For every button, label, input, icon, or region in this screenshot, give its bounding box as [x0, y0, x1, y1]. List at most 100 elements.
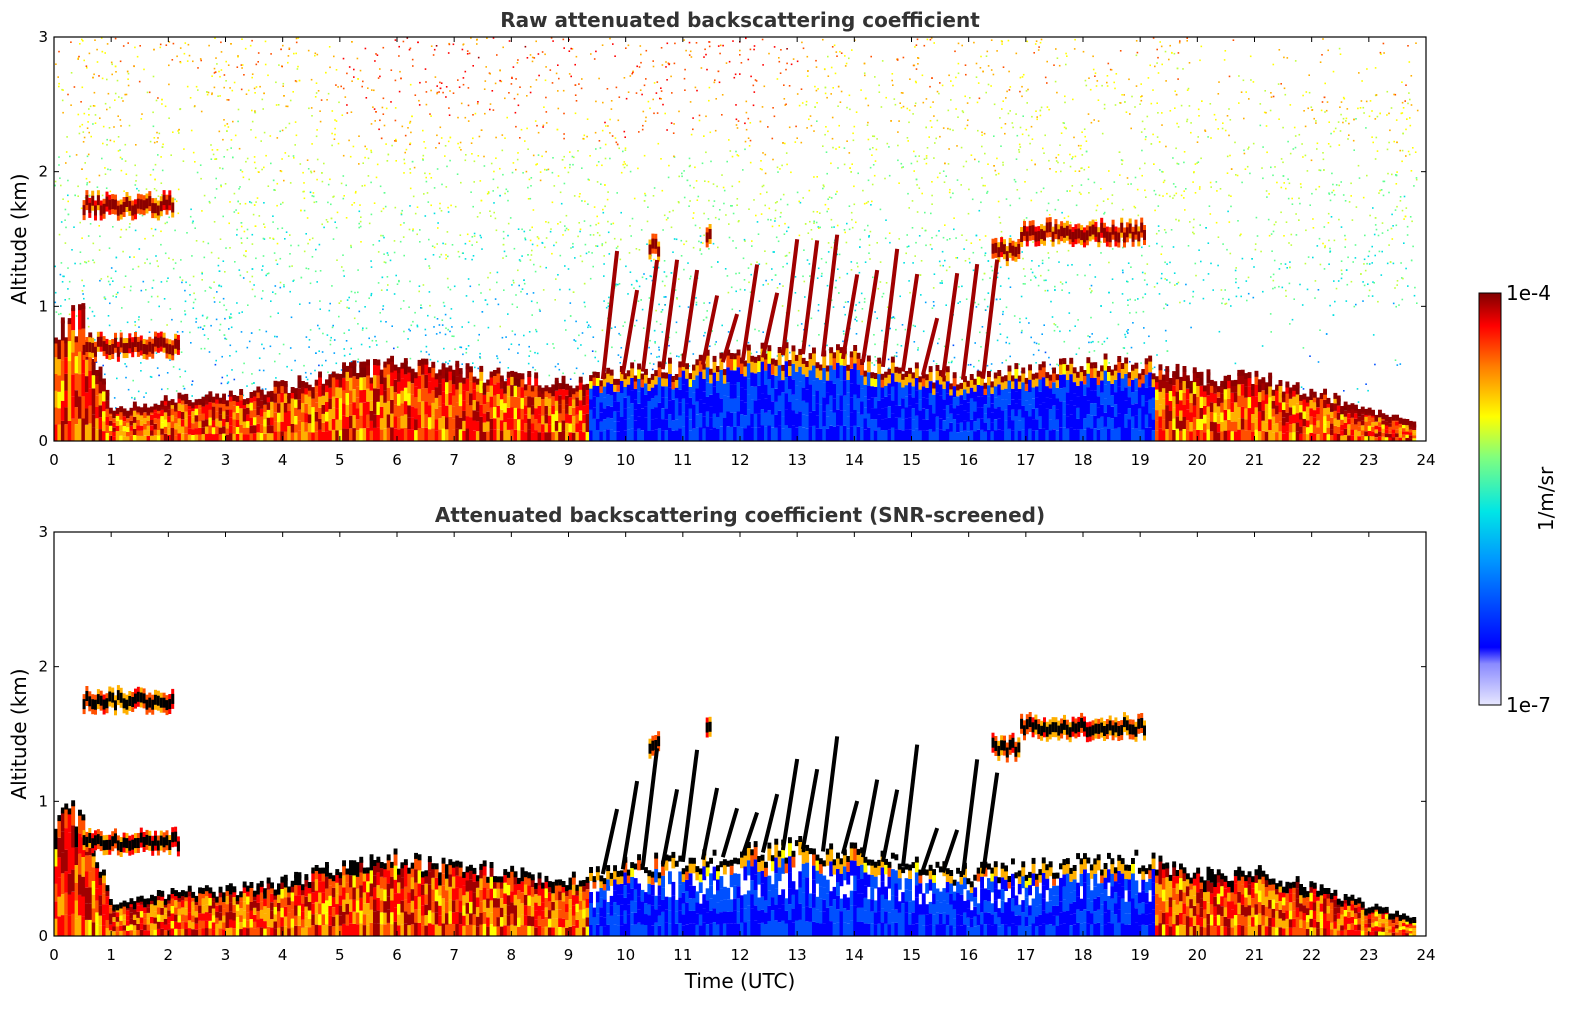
- noise-speckle: [537, 237, 540, 240]
- noise-speckle: [1157, 205, 1160, 207]
- noise-speckle: [238, 269, 241, 271]
- noise-speckle: [240, 222, 243, 224]
- noise-speckle: [223, 304, 225, 307]
- noise-speckle: [803, 280, 806, 283]
- bl-cell: [256, 415, 261, 424]
- noise-speckle: [317, 324, 319, 327]
- noise-speckle: [471, 236, 474, 238]
- noise-speckle: [782, 266, 784, 268]
- noise-speckle: [1278, 268, 1281, 270]
- noise-speckle: [1030, 199, 1033, 202]
- noise-speckle: [1183, 300, 1186, 302]
- noise-speckle: [1348, 122, 1350, 125]
- noise-speckle: [539, 171, 542, 173]
- noise-speckle: [708, 302, 711, 304]
- noise-speckle: [184, 310, 186, 312]
- noise-speckle: [264, 388, 267, 390]
- noise-speckle: [565, 214, 568, 217]
- noise-speckle: [261, 388, 264, 390]
- noise-speckle: [489, 272, 492, 274]
- bl-cell: [126, 427, 130, 432]
- noise-speckle: [465, 351, 468, 354]
- bl-cell: [81, 396, 86, 419]
- noise-speckle: [483, 88, 486, 90]
- noise-speckle: [801, 340, 804, 343]
- noise-speckle: [897, 131, 899, 133]
- noise-speckle: [371, 89, 373, 91]
- noise-speckle: [267, 185, 270, 187]
- noise-speckle: [837, 268, 839, 270]
- noise-speckle: [815, 221, 818, 224]
- noise-speckle: [732, 40, 734, 42]
- noise-speckle: [398, 280, 400, 283]
- noise-speckle: [1134, 299, 1136, 301]
- noise-speckle: [443, 347, 445, 350]
- noise-speckle: [213, 296, 215, 299]
- noise-speckle: [1081, 131, 1083, 133]
- noise-speckle: [1327, 212, 1330, 215]
- noise-speckle: [851, 218, 853, 221]
- noise-speckle: [952, 129, 954, 132]
- noise-speckle: [300, 209, 302, 212]
- noise-speckle: [747, 58, 750, 61]
- noise-speckle: [418, 290, 420, 293]
- noise-speckle: [446, 165, 448, 168]
- noise-speckle: [155, 99, 158, 102]
- noise-speckle: [511, 330, 514, 332]
- noise-speckle: [1040, 106, 1043, 109]
- noise-speckle: [1136, 188, 1139, 191]
- noise-speckle: [942, 127, 945, 129]
- noise-speckle: [370, 123, 373, 125]
- noise-speckle: [423, 141, 425, 143]
- noise-speckle: [1025, 128, 1028, 131]
- noise-speckle: [941, 84, 944, 87]
- noise-speckle: [873, 135, 876, 138]
- noise-speckle: [936, 119, 939, 122]
- noise-speckle: [342, 57, 345, 60]
- noise-speckle: [1396, 280, 1399, 282]
- noise-speckle: [1031, 115, 1033, 118]
- noise-speckle: [1272, 174, 1274, 177]
- bl-cell: [136, 414, 141, 420]
- bl-cell: [194, 421, 199, 429]
- noise-speckle: [481, 248, 483, 250]
- noise-speckle: [124, 275, 127, 277]
- bl-top-edge: [252, 390, 257, 397]
- noise-speckle: [1118, 151, 1121, 153]
- noise-speckle: [508, 92, 510, 94]
- noise-speckle: [152, 234, 154, 237]
- noise-speckle: [1314, 297, 1316, 299]
- noise-speckle: [1403, 242, 1405, 244]
- noise-speckle: [735, 124, 738, 126]
- noise-speckle: [964, 127, 967, 130]
- noise-speckle: [111, 63, 113, 66]
- noise-speckle: [774, 217, 777, 220]
- noise-speckle: [980, 346, 982, 348]
- noise-speckle: [351, 80, 353, 82]
- bl-cell: [208, 394, 213, 403]
- noise-speckle: [616, 143, 619, 146]
- noise-speckle: [582, 372, 584, 375]
- noise-speckle: [980, 201, 982, 204]
- noise-speckle: [425, 180, 428, 183]
- noise-speckle: [332, 238, 335, 240]
- noise-speckle: [1136, 51, 1139, 54]
- noise-speckle: [745, 100, 748, 103]
- noise-speckle: [737, 120, 740, 122]
- noise-speckle: [308, 302, 311, 304]
- noise-speckle: [832, 306, 835, 308]
- noise-speckle: [220, 51, 223, 53]
- noise-speckle: [453, 335, 455, 338]
- noise-speckle: [1039, 114, 1042, 117]
- noise-speckle: [190, 342, 192, 344]
- noise-speckle: [622, 325, 624, 327]
- noise-speckle: [123, 286, 126, 288]
- noise-speckle: [483, 155, 485, 158]
- noise-speckle: [306, 159, 309, 161]
- noise-speckle: [462, 43, 465, 45]
- noise-speckle: [357, 269, 359, 271]
- bl-cell: [228, 393, 233, 402]
- noise-speckle: [1131, 95, 1133, 98]
- bl-cell: [95, 384, 100, 396]
- noise-speckle: [855, 304, 857, 306]
